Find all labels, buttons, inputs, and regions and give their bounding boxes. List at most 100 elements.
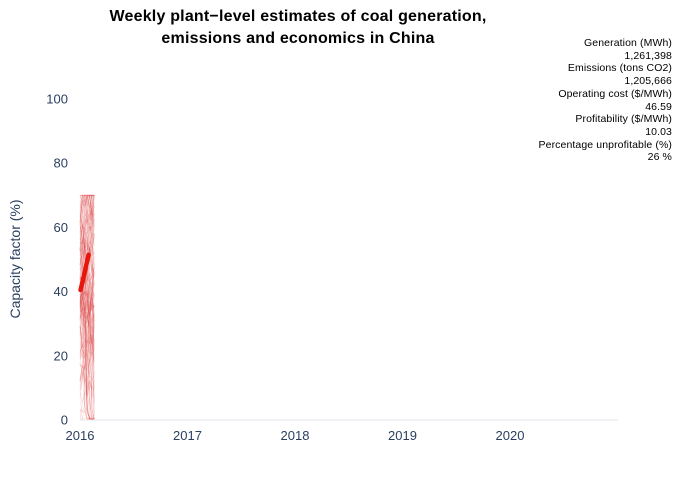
plant-trace xyxy=(79,338,95,420)
stat-label-2: Operating cost ($/MWh) xyxy=(558,87,672,100)
plant-trace xyxy=(79,316,95,345)
plant-trace xyxy=(79,194,95,209)
plant-trace xyxy=(79,273,95,348)
plant-trace xyxy=(79,226,95,281)
plant-trace xyxy=(79,327,95,381)
plant-trace xyxy=(79,194,95,223)
plant-trace xyxy=(79,324,95,389)
stat-label-1: Emissions (tons CO2) xyxy=(567,62,672,75)
plant-trace xyxy=(79,312,95,358)
plant-trace xyxy=(79,334,95,415)
plant-trace xyxy=(79,213,95,266)
plant-trace xyxy=(79,291,95,420)
plant-trace xyxy=(79,194,95,214)
plant-trace xyxy=(79,219,95,265)
plant-trace xyxy=(79,301,95,348)
plant-trace xyxy=(79,268,95,310)
plant-trace xyxy=(79,224,95,263)
plant-trace xyxy=(79,193,95,218)
stat-value-3: 10.03 xyxy=(645,125,672,138)
plant-trace xyxy=(79,372,95,399)
plant-trace xyxy=(79,194,95,224)
plant-trace xyxy=(79,194,95,420)
plant-trace xyxy=(79,212,95,420)
stat-label-3: Profitability ($/MWh) xyxy=(575,113,672,126)
plant-trace xyxy=(79,194,95,240)
plant-trace xyxy=(79,311,95,355)
plant-trace xyxy=(79,409,95,420)
plant-trace xyxy=(79,311,95,350)
plant-trace xyxy=(79,198,95,236)
plant-trace xyxy=(79,206,95,250)
chart-title: Weekly plant−level estimates of coal gen… xyxy=(0,6,596,50)
plant-trace xyxy=(79,219,95,262)
plant-trace xyxy=(79,195,95,244)
plant-trace xyxy=(79,298,95,334)
chart-title-line-2: emissions and economics in China xyxy=(161,30,435,47)
stats-panel: Generation (MWh) 1,261,398 Emissions (tons… xyxy=(539,37,672,164)
plant-trace xyxy=(79,295,95,345)
plant-trace xyxy=(79,279,95,326)
plant-trace xyxy=(79,324,95,369)
plant-trace xyxy=(79,296,95,330)
plant-trace xyxy=(79,300,95,420)
y-tick-60: 60 xyxy=(54,220,68,235)
stat-label-4: Percentage unprofitable (%) xyxy=(539,138,672,151)
plant-trace xyxy=(79,194,95,217)
plant-trace xyxy=(79,275,95,334)
plant-trace xyxy=(79,263,95,316)
plant-trace xyxy=(79,305,95,319)
plant-trace xyxy=(79,270,95,312)
plant-trace xyxy=(79,295,95,420)
stat-value-1: 1,205,666 xyxy=(624,75,672,88)
plant-trace xyxy=(79,199,95,229)
stat-label-0: Generation (MWh) xyxy=(584,37,672,49)
plant-trace xyxy=(79,270,95,307)
plant-trace xyxy=(79,281,95,420)
plant-trace xyxy=(79,215,95,249)
plant-trace xyxy=(79,334,95,392)
plant-trace xyxy=(79,323,95,364)
plant-trace xyxy=(79,194,95,272)
plant-trace xyxy=(79,263,95,313)
plant-trace xyxy=(79,323,95,349)
plant-trace xyxy=(79,218,95,279)
plant-trace xyxy=(79,291,95,372)
y-axis-title: Capacity factor (%) xyxy=(7,199,23,318)
plant-trace xyxy=(79,262,95,349)
plant-trace xyxy=(80,194,95,216)
plant-trace xyxy=(80,371,95,420)
plant-trace xyxy=(79,194,95,403)
plant-trace xyxy=(79,339,95,391)
plant-trace xyxy=(80,194,95,238)
plant-trace xyxy=(79,203,95,230)
plant-trace xyxy=(79,194,95,252)
plant-trace xyxy=(79,345,95,420)
plant-trace xyxy=(79,255,95,327)
plant-trace xyxy=(79,284,95,324)
plant-trace xyxy=(79,225,95,258)
x-tick-2019: 2019 xyxy=(388,428,417,443)
plant-trace xyxy=(79,239,95,329)
plant-trace xyxy=(79,225,95,281)
plant-trace xyxy=(79,194,95,270)
plant-trace xyxy=(79,210,95,257)
plant-trace xyxy=(79,247,95,420)
plant-trace xyxy=(79,344,95,392)
stat-value-0: 1,261,398 xyxy=(624,49,672,62)
plant-trace xyxy=(80,194,95,224)
plant-trace xyxy=(79,261,95,295)
plant-trace xyxy=(79,194,95,271)
plant-trace xyxy=(79,243,95,417)
plot-area[interactable] xyxy=(80,99,618,420)
plant-trace xyxy=(79,380,95,420)
plant-trace xyxy=(79,343,95,396)
plant-trace xyxy=(79,293,95,341)
plant-trace xyxy=(79,194,95,216)
plant-trace xyxy=(79,209,95,251)
y-tick-0: 0 xyxy=(61,413,68,428)
plant-trace xyxy=(79,380,95,420)
y-tick-20: 20 xyxy=(54,348,68,363)
plant-trace xyxy=(79,304,95,357)
